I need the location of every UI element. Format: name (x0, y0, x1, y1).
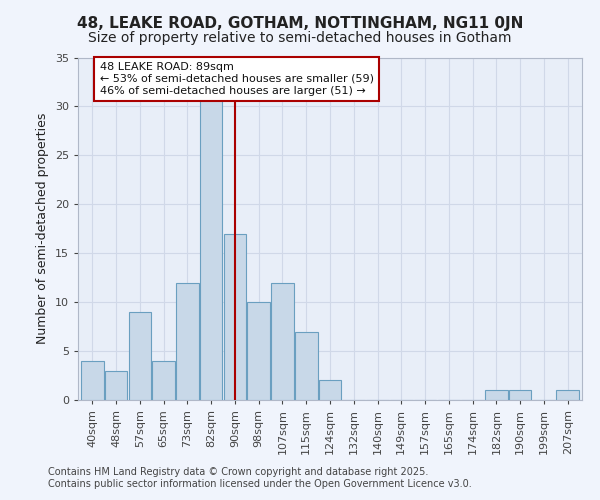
Bar (200, 96, 223, 400)
Bar (81, 361, 104, 400)
Y-axis label: Number of semi-detached properties: Number of semi-detached properties (36, 113, 49, 344)
Text: 48 LEAKE ROAD: 89sqm
← 53% of semi-detached houses are smaller (59)
46% of semi-: 48 LEAKE ROAD: 89sqm ← 53% of semi-detac… (100, 62, 374, 96)
Bar (152, 361, 175, 400)
Bar (319, 380, 341, 400)
Text: Size of property relative to semi-detached houses in Gotham: Size of property relative to semi-detach… (88, 31, 512, 45)
Bar (509, 390, 532, 400)
Bar (485, 390, 508, 400)
Bar (271, 282, 294, 400)
Bar (128, 312, 151, 400)
Bar (105, 370, 127, 400)
Text: 48, LEAKE ROAD, GOTHAM, NOTTINGHAM, NG11 0JN: 48, LEAKE ROAD, GOTHAM, NOTTINGHAM, NG11… (77, 16, 523, 31)
Bar (224, 234, 246, 400)
Bar (176, 282, 199, 400)
Text: Contains HM Land Registry data © Crown copyright and database right 2025.
Contai: Contains HM Land Registry data © Crown c… (48, 468, 472, 489)
Bar (556, 390, 579, 400)
Bar (247, 302, 270, 400)
Bar (295, 332, 317, 400)
